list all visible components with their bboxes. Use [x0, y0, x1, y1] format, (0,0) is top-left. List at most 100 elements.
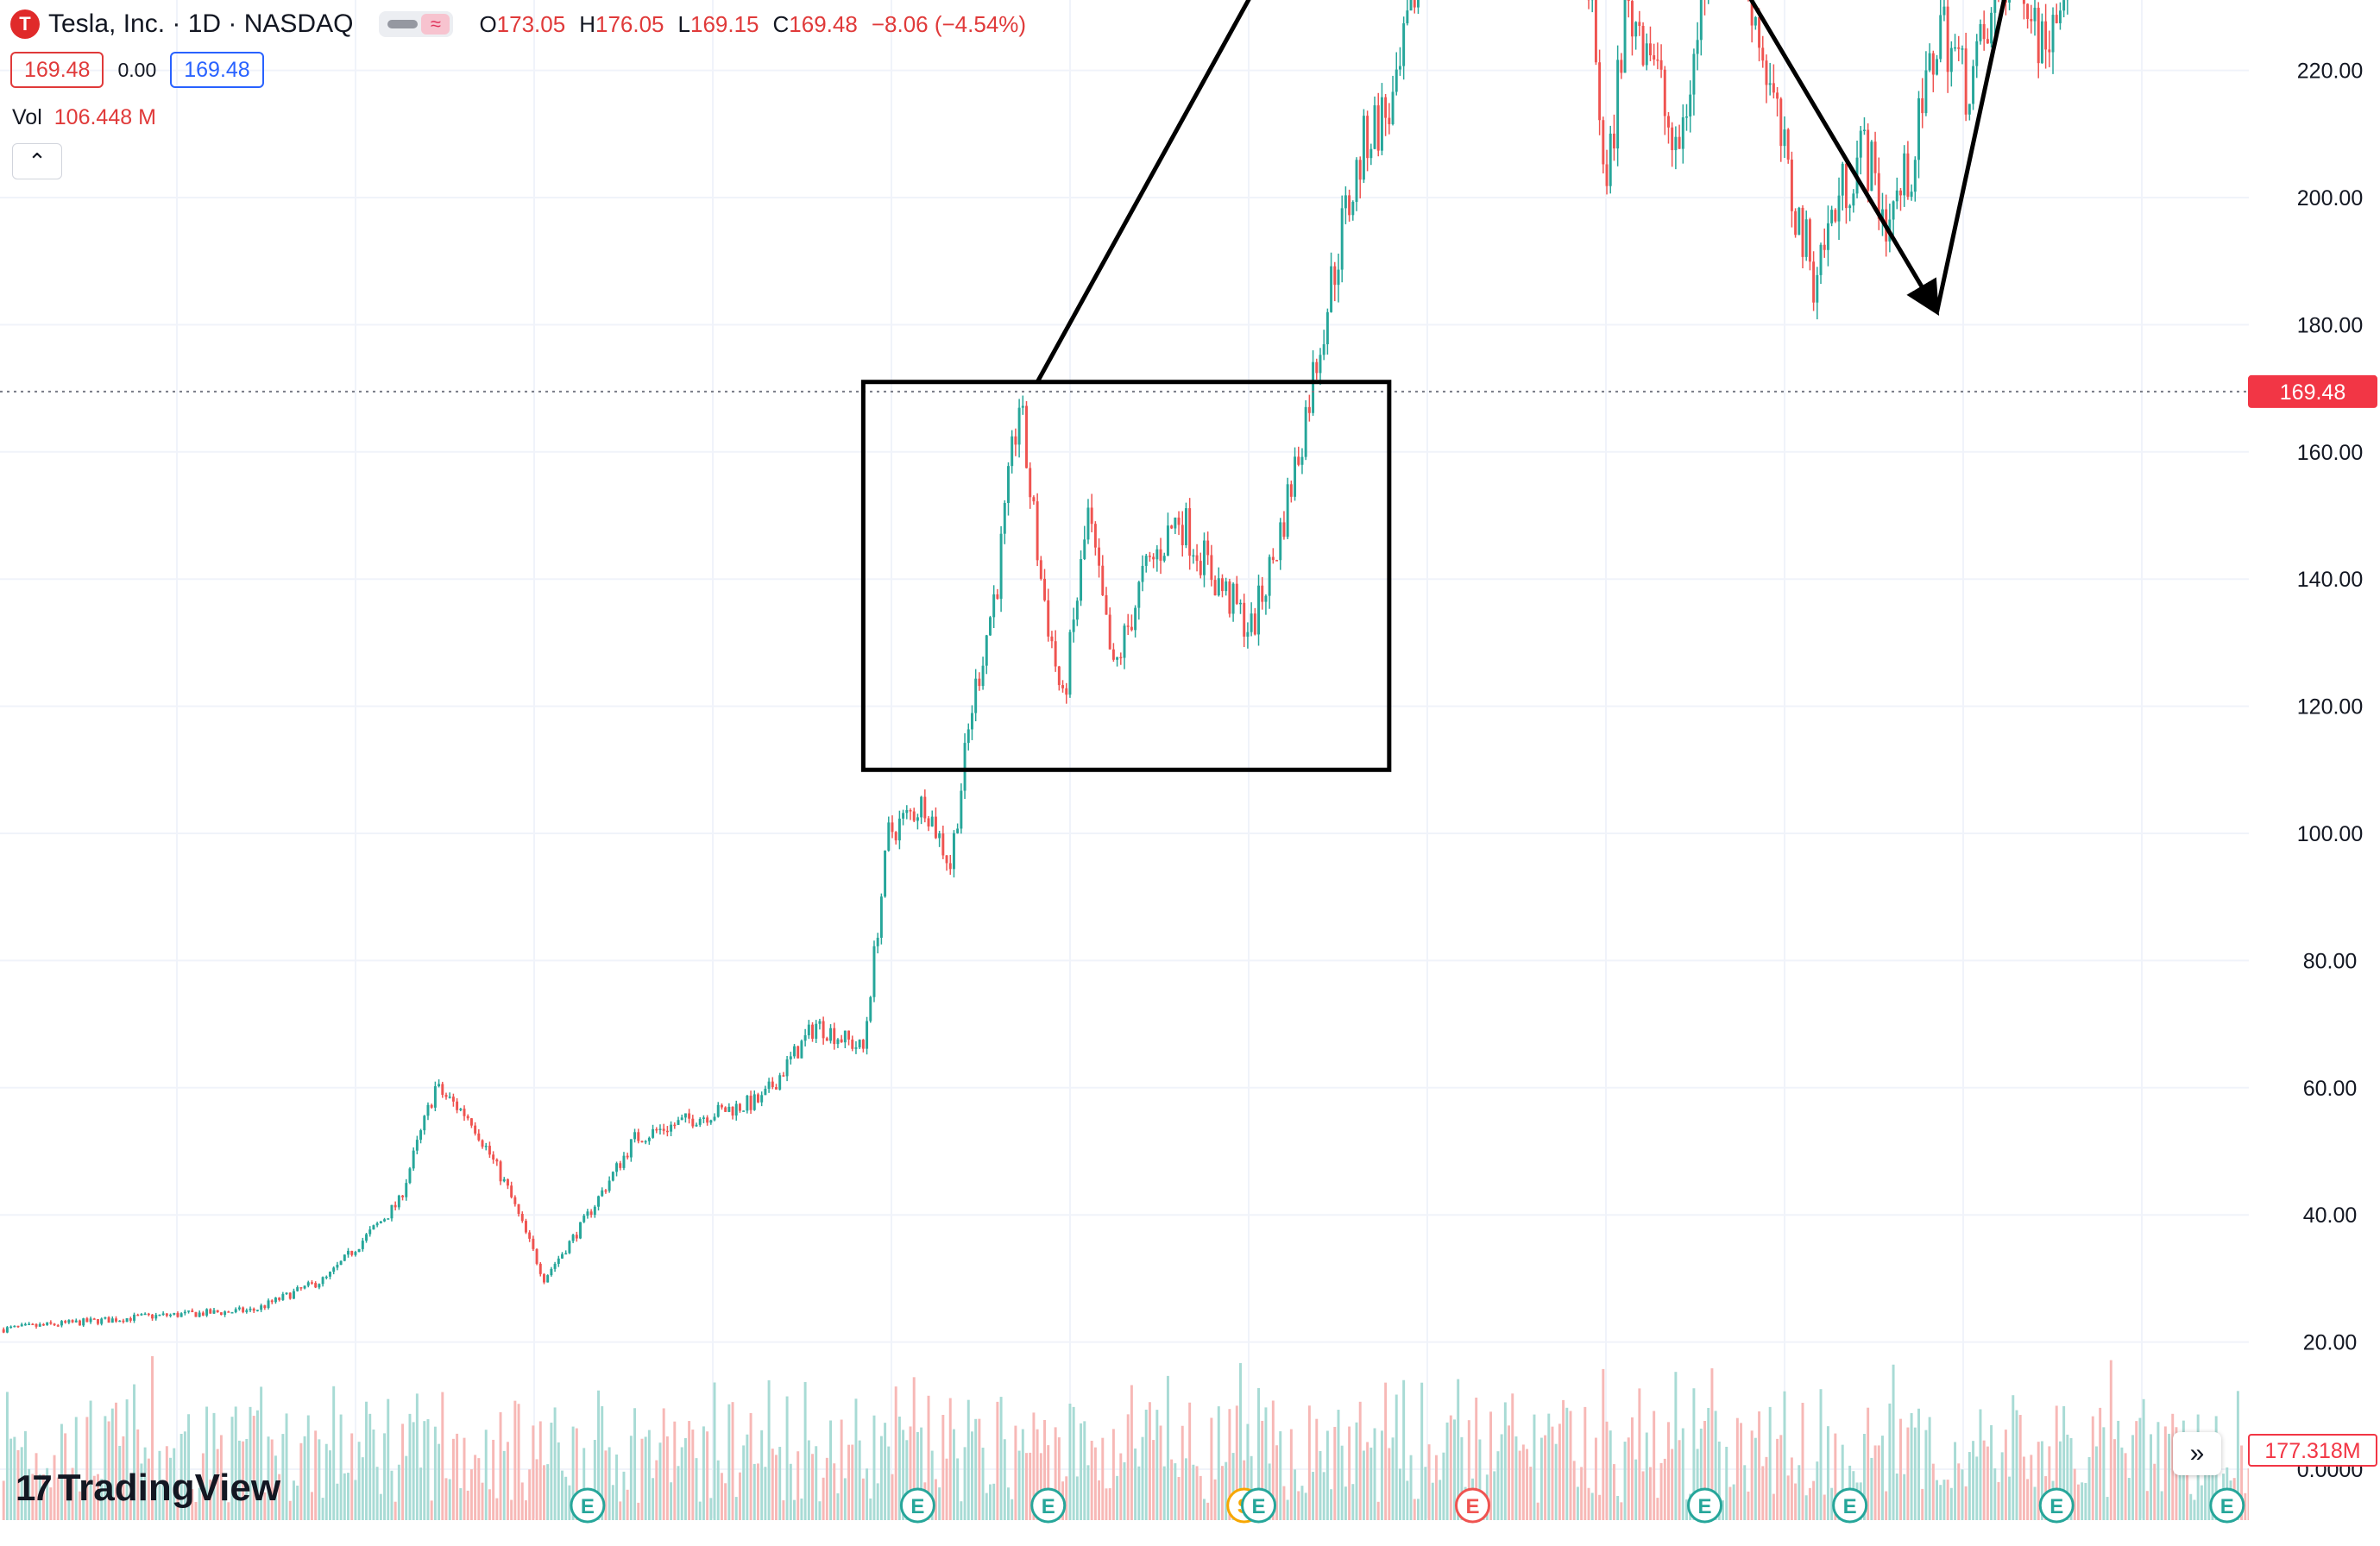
volume-bar	[1137, 1466, 1141, 1520]
volume-bar	[811, 1454, 814, 1520]
volume-bar	[673, 1421, 677, 1520]
volume-bar	[158, 1450, 161, 1520]
arrow-drawing[interactable]	[1935, 0, 2249, 313]
candle-body	[306, 1282, 310, 1286]
candle-body	[1202, 540, 1206, 575]
volume-bar	[2058, 1441, 2062, 1520]
volume-bar	[1351, 1484, 1355, 1520]
event-marker[interactable]	[570, 1487, 606, 1524]
candle-body	[38, 1323, 41, 1327]
buy-price-button[interactable]: 169.48	[170, 52, 264, 88]
candle-body	[5, 1327, 9, 1333]
event-marker[interactable]	[899, 1487, 935, 1524]
volume-bar	[793, 1499, 796, 1520]
arrow-drawing[interactable]	[1035, 0, 1490, 383]
volume-bar	[1217, 1406, 1220, 1520]
candle-body	[956, 828, 960, 833]
candle-body	[1192, 555, 1195, 557]
volume-bar	[966, 1399, 970, 1520]
candle-body	[270, 1300, 274, 1303]
arrow-drawing[interactable]	[1491, 0, 1940, 316]
event-marker[interactable]	[2209, 1487, 2245, 1524]
volume-bar	[1119, 1453, 1123, 1520]
volume-bar	[2040, 1441, 2043, 1520]
candle-body	[1598, 62, 1602, 121]
volume-bar	[430, 1500, 433, 1520]
candle-body	[1261, 585, 1264, 602]
volume-bar	[263, 1492, 267, 1520]
volume-bar	[1521, 1444, 1525, 1520]
candle-body	[1867, 129, 1870, 192]
candle-body	[1750, 0, 1754, 26]
collapse-legend-button[interactable]: ⌃	[12, 143, 62, 179]
volume-bar	[2022, 1456, 2025, 1520]
candle-body	[1243, 602, 1246, 637]
event-marker[interactable]	[1455, 1487, 1491, 1524]
volume-bar	[1420, 1382, 1424, 1520]
candle-body	[1931, 53, 1935, 75]
ohlc-high-value: 176.05	[595, 10, 664, 37]
volume-bar	[2084, 1482, 2087, 1520]
candle-body	[64, 1321, 67, 1323]
candle-body	[902, 813, 905, 819]
chart-mode-toggle[interactable]: ≈	[379, 11, 454, 37]
event-marker[interactable]	[1687, 1487, 1723, 1524]
volume-bar	[332, 1386, 336, 1520]
volume-bar	[1634, 1459, 1638, 1520]
volume-bar	[31, 1474, 35, 1520]
volume-bar	[176, 1480, 179, 1520]
symbol-title[interactable]: Tesla, Inc. · 1D · NASDAQ	[48, 9, 354, 38]
candle-body	[89, 1318, 92, 1323]
spread-value: 0.00	[117, 58, 157, 81]
volume-bar	[1877, 1445, 1880, 1520]
event-markers[interactable]: EEESEEEEEE	[570, 1487, 2245, 1524]
volume-bar	[1398, 1468, 1401, 1520]
event-marker[interactable]	[1030, 1487, 1067, 1524]
rectangle-drawing[interactable]	[860, 380, 1392, 772]
volume-bar	[299, 1442, 303, 1520]
volume-bar	[1123, 1461, 1126, 1520]
volume-bar	[1166, 1375, 1169, 1520]
volume-bar	[311, 1492, 313, 1520]
candle-body	[296, 1287, 299, 1291]
candle-body	[354, 1252, 357, 1255]
line-mode-icon[interactable]	[387, 20, 419, 28]
candle-body	[267, 1300, 270, 1309]
candle-body	[375, 1222, 379, 1226]
volume-bar	[387, 1398, 390, 1520]
candle-body	[1634, 22, 1638, 37]
candle-body	[161, 1313, 165, 1315]
candle-body	[1101, 565, 1105, 595]
scroll-to-realtime-button[interactable]: »	[2173, 1432, 2221, 1475]
volume-bar	[136, 1429, 140, 1520]
price-axis[interactable]: 0.000020.0040.0060.0080.00100.00120.0014…	[2248, 0, 2380, 1546]
volume-bar	[1968, 1452, 1971, 1520]
drawing-annotations[interactable]	[860, 0, 2249, 772]
candle-body	[459, 1109, 463, 1110]
candle-body	[46, 1322, 49, 1325]
candle-body	[1612, 133, 1615, 149]
candle-body	[1837, 195, 1841, 222]
candle-body	[1852, 193, 1855, 206]
volume-bar	[970, 1431, 973, 1520]
volume-bar	[1162, 1466, 1166, 1520]
volume-bar	[905, 1440, 909, 1520]
event-marker[interactable]	[1241, 1487, 1277, 1524]
wave-mode-icon[interactable]: ≈	[421, 13, 450, 35]
event-marker[interactable]	[2038, 1487, 2075, 1524]
tradingview-logo[interactable]: 17 TradingView	[16, 1467, 280, 1510]
volume-bar	[894, 1386, 897, 1520]
volume-bar	[948, 1398, 952, 1520]
candle-body	[1627, 0, 1630, 2]
candle-body	[749, 1096, 752, 1110]
candle-body	[622, 1155, 626, 1168]
candle-body	[118, 1320, 122, 1323]
volume-bar	[466, 1490, 469, 1520]
event-marker[interactable]	[1832, 1487, 1868, 1524]
volume-bar	[1750, 1430, 1754, 1520]
sell-price-button[interactable]: 169.48	[10, 52, 104, 88]
volume-bar	[1373, 1428, 1376, 1520]
candle-body	[53, 1323, 56, 1326]
candle-body	[1148, 556, 1151, 557]
